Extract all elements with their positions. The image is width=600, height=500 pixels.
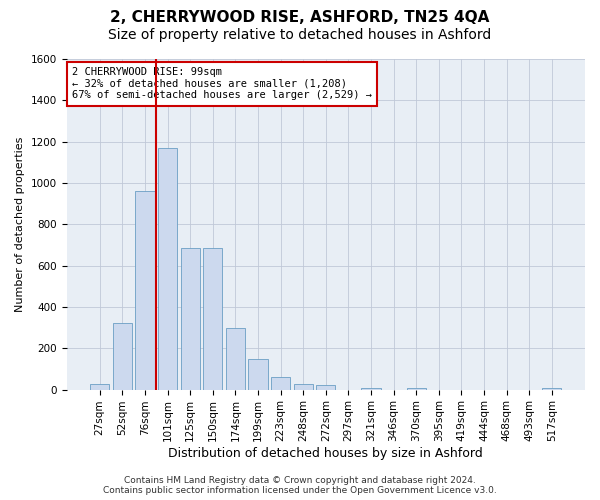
- Bar: [248, 358, 268, 390]
- Bar: [226, 328, 245, 390]
- X-axis label: Distribution of detached houses by size in Ashford: Distribution of detached houses by size …: [169, 447, 483, 460]
- Bar: [203, 248, 223, 390]
- Text: Size of property relative to detached houses in Ashford: Size of property relative to detached ho…: [109, 28, 491, 42]
- Text: Contains HM Land Registry data © Crown copyright and database right 2024.
Contai: Contains HM Land Registry data © Crown c…: [103, 476, 497, 495]
- Text: 2, CHERRYWOOD RISE, ASHFORD, TN25 4QA: 2, CHERRYWOOD RISE, ASHFORD, TN25 4QA: [110, 10, 490, 25]
- Bar: [271, 377, 290, 390]
- Bar: [181, 248, 200, 390]
- Text: 2 CHERRYWOOD RISE: 99sqm
← 32% of detached houses are smaller (1,208)
67% of sem: 2 CHERRYWOOD RISE: 99sqm ← 32% of detach…: [72, 68, 372, 100]
- Bar: [293, 384, 313, 390]
- Bar: [316, 386, 335, 390]
- Bar: [407, 388, 426, 390]
- Bar: [136, 191, 155, 390]
- Bar: [158, 148, 177, 390]
- Bar: [542, 388, 562, 390]
- Bar: [113, 324, 132, 390]
- Bar: [361, 388, 380, 390]
- Bar: [90, 384, 109, 390]
- Y-axis label: Number of detached properties: Number of detached properties: [15, 136, 25, 312]
